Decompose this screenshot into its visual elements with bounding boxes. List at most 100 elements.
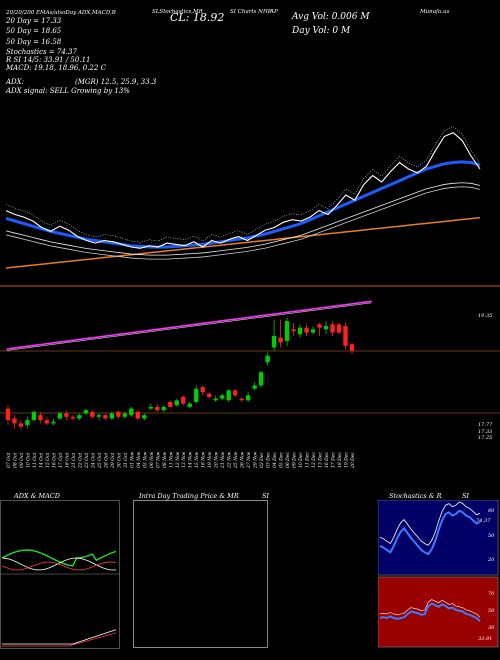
date-tick-label: 11 Dec xyxy=(305,452,311,468)
candle-body xyxy=(12,418,17,424)
adx-signal: ADX signal: SELL Growing by 13% xyxy=(6,87,130,95)
candle-body xyxy=(142,415,147,419)
date-tick-label: 21 Oct xyxy=(71,453,77,469)
candle xyxy=(142,413,147,421)
stoch-bg xyxy=(378,500,499,576)
price-label-b3: 17.25 xyxy=(478,435,493,441)
ema100-label: 50 Day = 16.58 xyxy=(6,38,62,46)
candle xyxy=(187,401,192,409)
candle xyxy=(70,415,76,421)
candle-body xyxy=(161,406,166,411)
candle-body xyxy=(232,390,238,396)
rsi-value: 33.91 xyxy=(478,636,492,642)
ema-20-line xyxy=(5,160,481,249)
intraday-panel xyxy=(133,500,268,648)
candle-body xyxy=(64,413,69,417)
candle-body xyxy=(245,395,251,401)
candle-body xyxy=(336,324,342,333)
candlesticks xyxy=(5,317,355,430)
candle-body xyxy=(349,344,355,351)
candle-body xyxy=(310,329,316,333)
candle-body xyxy=(317,324,322,328)
rsi-axis-30: 30 xyxy=(488,625,495,631)
date-tick-label: 05 Dec xyxy=(279,452,285,468)
candle xyxy=(194,385,199,404)
candle-body xyxy=(168,401,173,407)
candle xyxy=(148,403,153,411)
candle-body xyxy=(38,415,43,421)
candle xyxy=(90,410,95,419)
candle-body xyxy=(77,415,82,419)
candle-body xyxy=(25,420,30,426)
candle xyxy=(265,352,270,366)
candle xyxy=(83,408,89,416)
date-tick-label: 25 Oct xyxy=(97,453,103,469)
candle xyxy=(5,405,11,426)
candle xyxy=(232,388,238,397)
candle xyxy=(122,411,128,419)
date-tick-label: 28 Oct xyxy=(103,453,109,469)
candle-body xyxy=(343,326,348,346)
date-tick-label: 20 Dec xyxy=(350,452,356,469)
candle-body xyxy=(122,413,128,417)
avg-volume: Avg Vol: 0.006 M xyxy=(292,12,370,22)
candle-body xyxy=(90,411,95,417)
candle xyxy=(181,395,186,406)
header-tail: SLStochastics,MR xyxy=(152,9,203,15)
header-title: 20/20/200 EMAs/alsoDay ADX,MACD,B xyxy=(6,10,116,16)
candle xyxy=(336,322,342,335)
candle-body xyxy=(226,390,231,401)
candle-body xyxy=(109,413,115,419)
date-tick-label: 15 Oct xyxy=(45,453,51,468)
candle xyxy=(291,322,296,336)
date-tick-label: 23 Oct xyxy=(84,453,90,469)
date-tick-label: 22 Oct xyxy=(77,453,83,469)
macd-line xyxy=(2,629,117,645)
candle xyxy=(77,413,82,421)
candle xyxy=(129,406,134,417)
date-tick-label: 19 Dec xyxy=(344,452,350,468)
adx-panel-title: ADX & MACD xyxy=(14,492,60,500)
date-tick-label: 19 Nov xyxy=(207,451,213,468)
date-tick-label: 06 Dec xyxy=(285,452,291,468)
date-tick-label: 29 Oct xyxy=(110,453,116,469)
candle xyxy=(219,393,225,401)
rsi-axis-50: 50 xyxy=(488,608,495,614)
intraday-panel-tail: SI xyxy=(262,492,270,500)
candle xyxy=(330,321,335,336)
envelope-line xyxy=(5,126,481,243)
candle xyxy=(323,321,329,335)
date-tick-label: 01 Nov xyxy=(129,451,135,468)
candle-body xyxy=(271,335,277,348)
candle-body xyxy=(304,327,309,333)
candle-body xyxy=(57,413,63,419)
date-tick-label: 10 Dec xyxy=(298,452,304,468)
price-label-b1: 17.77 xyxy=(478,422,493,428)
date-tick-label: 21 Nov xyxy=(220,451,226,469)
candle xyxy=(213,395,218,402)
date-tick-label: 24 Oct xyxy=(90,453,96,469)
candle-body xyxy=(83,410,89,414)
date-tick-label: 18 Oct xyxy=(64,453,70,468)
header-tail-2: SI Charts NHP xyxy=(230,9,272,15)
candle xyxy=(44,416,50,426)
rsi-axis-70: 70 xyxy=(488,591,495,597)
candle xyxy=(168,400,173,409)
stoch-axis-50: 50 xyxy=(488,533,495,539)
candle xyxy=(297,324,303,338)
candle xyxy=(25,416,30,429)
candle xyxy=(317,322,322,336)
candle xyxy=(51,418,56,426)
candle-body xyxy=(284,321,290,341)
rsi-label: R SI 14/5: 33.91 / 50.11 xyxy=(6,56,91,64)
date-tick-label: 25 Nov xyxy=(233,451,239,469)
candle-body xyxy=(323,326,329,330)
intraday-panel-title: Intra Day Trading Price & MR xyxy=(139,492,239,500)
candle xyxy=(135,410,141,421)
candle xyxy=(349,342,355,355)
candle-body xyxy=(70,416,76,419)
date-tick-label: 11 Oct xyxy=(32,453,38,468)
candle-body xyxy=(297,327,303,335)
date-tick-label: 13 Nov xyxy=(181,451,187,468)
price-label-top: 19.35 xyxy=(478,313,493,319)
